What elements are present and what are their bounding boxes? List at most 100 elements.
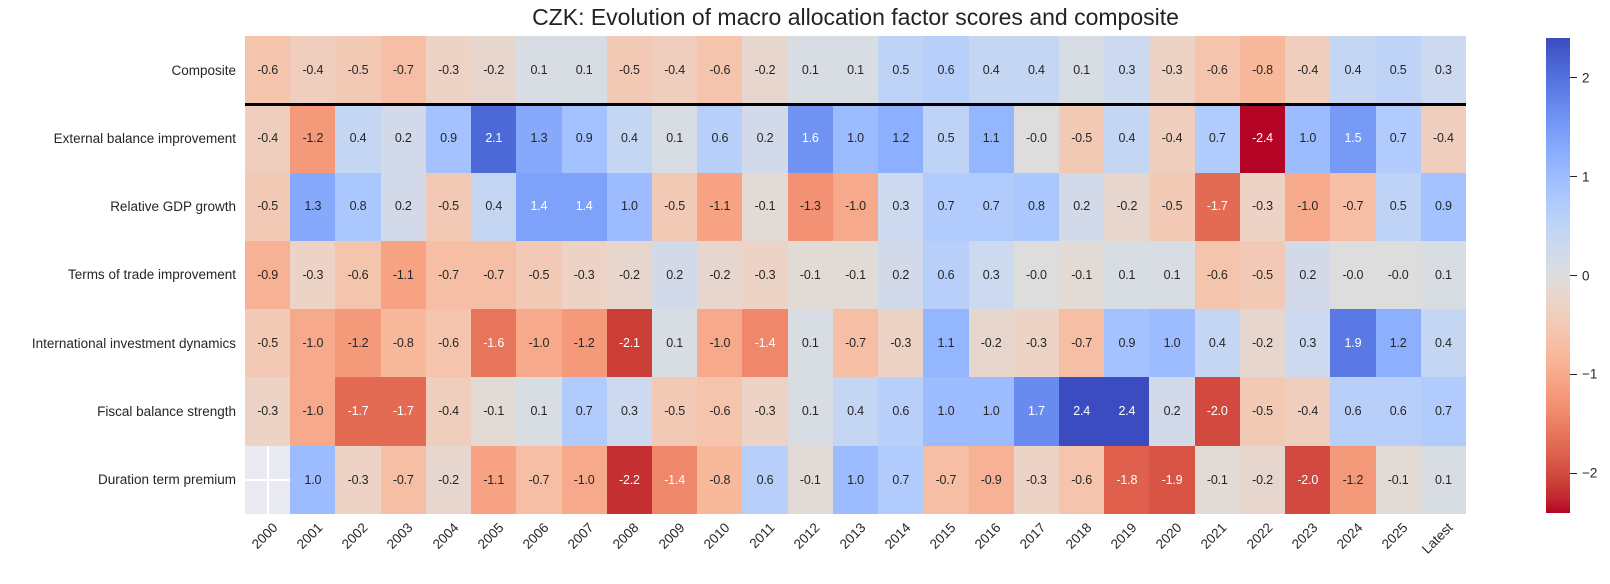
heatmap-cell: -0.3 bbox=[1149, 36, 1195, 105]
heatmap-cell: 0.2 bbox=[651, 240, 698, 310]
x-tick-label: 2007 bbox=[564, 520, 597, 552]
heatmap-cell: -0.1 bbox=[787, 445, 833, 514]
x-tick-label: 2021 bbox=[1198, 520, 1230, 552]
heatmap-cell: 0.4 bbox=[1330, 36, 1376, 105]
heatmap-cell: 2.1 bbox=[471, 104, 517, 173]
heatmap-cell: 1.2 bbox=[878, 104, 924, 173]
x-tick-label: 2006 bbox=[519, 520, 552, 552]
heatmap-cell: 0.7 bbox=[1375, 104, 1421, 173]
heatmap-cell: -1.6 bbox=[471, 309, 517, 378]
chart-title: CZK: Evolution of macro allocation facto… bbox=[532, 4, 1179, 30]
heatmap-cell: -0.4 bbox=[651, 36, 698, 105]
heatmap-cell: -1.7 bbox=[1194, 172, 1240, 241]
heatmap-cell: -0.3 bbox=[335, 445, 381, 514]
heatmap-cell: -0.5 bbox=[1239, 240, 1286, 310]
heatmap-cell: 0.9 bbox=[561, 104, 607, 173]
heatmap-cell: -0.9 bbox=[245, 240, 291, 310]
heatmap-cell: 0.1 bbox=[787, 377, 833, 446]
x-tick-label: 2019 bbox=[1107, 520, 1140, 552]
heatmap-cell: 0.2 bbox=[878, 240, 924, 310]
heatmap-cell: -0.1 bbox=[1194, 445, 1240, 514]
colorbar-tick-label: −1 bbox=[1582, 366, 1598, 382]
heatmap-cell: 0.4 bbox=[1013, 36, 1059, 105]
colorbar-tick-mark bbox=[1570, 274, 1577, 277]
heatmap-cell: -1.8 bbox=[1104, 445, 1150, 514]
heatmap-cell: 0.4 bbox=[606, 104, 652, 173]
heatmap-cell: -0.5 bbox=[606, 36, 652, 105]
heatmap-cell: -0.4 bbox=[1285, 377, 1331, 446]
heatmap-cell: -0.2 bbox=[425, 445, 472, 514]
heatmap-cell: -0.7 bbox=[380, 36, 426, 105]
x-tick-label: 2016 bbox=[971, 520, 1004, 552]
heatmap-cell: -0.2 bbox=[968, 309, 1014, 378]
heatmap-cell: -1.7 bbox=[335, 377, 381, 446]
colorbar-tick-label: 2 bbox=[1582, 70, 1590, 86]
x-tick-label: 2003 bbox=[384, 520, 416, 552]
colorbar-tick-mark bbox=[1570, 373, 1577, 376]
heatmap-cell: 0.2 bbox=[742, 104, 788, 173]
composite-separator-line bbox=[245, 102, 1466, 106]
heatmap-cell: -0.6 bbox=[335, 240, 381, 310]
heatmap-cell: -2.0 bbox=[1285, 445, 1331, 514]
y-tick-label: Fiscal balance strength bbox=[97, 404, 236, 420]
x-tick-label: 2012 bbox=[791, 520, 823, 552]
heatmap-cell: -0.5 bbox=[1149, 172, 1195, 241]
colorbar-tick-label: 0 bbox=[1582, 268, 1590, 283]
heatmap-cell: 0.7 bbox=[561, 377, 607, 446]
x-tick-label: 2011 bbox=[746, 520, 778, 552]
heatmap-cell: -2.2 bbox=[606, 445, 652, 514]
heatmap-cell bbox=[245, 445, 291, 514]
heatmap-cell: 0.7 bbox=[968, 172, 1014, 241]
heatmap-cell: 0.5 bbox=[878, 36, 924, 105]
heatmap-cell: 0.6 bbox=[923, 240, 969, 310]
heatmap-cell: -0.6 bbox=[1058, 445, 1105, 514]
heatmap-cell: -0.5 bbox=[425, 172, 472, 241]
heatmap-cell: -0.3 bbox=[1239, 172, 1286, 241]
x-tick-label: 2017 bbox=[1017, 520, 1049, 552]
x-tick-label: 2005 bbox=[474, 520, 507, 552]
heatmap-cell: -0.2 bbox=[742, 36, 788, 105]
heatmap-cell: -0.6 bbox=[697, 377, 743, 446]
heatmap-cell: -0.3 bbox=[425, 36, 472, 105]
heatmap-cell: 1.1 bbox=[968, 104, 1014, 173]
heatmap-cell: -0.6 bbox=[1194, 36, 1240, 105]
heatmap-cell: -0.8 bbox=[1239, 36, 1286, 105]
heatmap-cell: -0.5 bbox=[651, 172, 698, 241]
heatmap-cell: 1.5 bbox=[1330, 104, 1376, 173]
heatmap-cell: 0.3 bbox=[878, 172, 924, 241]
x-tick-label: 2013 bbox=[836, 520, 869, 552]
heatmap-cell: -0.4 bbox=[245, 104, 291, 173]
heatmap-cell: 0.3 bbox=[1104, 36, 1150, 105]
heatmap-cell: 0.6 bbox=[878, 377, 924, 446]
x-tick-label: 2018 bbox=[1062, 520, 1095, 552]
heatmap-cell: 0.9 bbox=[425, 104, 472, 173]
heatmap-cell: 0.2 bbox=[1149, 377, 1195, 446]
heatmap-cell: -0.3 bbox=[878, 309, 924, 378]
x-tick-label: 2015 bbox=[926, 520, 959, 552]
heatmap-cell: 0.1 bbox=[787, 309, 833, 378]
heatmap-cell: -0.2 bbox=[697, 240, 743, 310]
heatmap-cell: 0.8 bbox=[335, 172, 381, 241]
heatmap-cell: 0.1 bbox=[1149, 240, 1195, 310]
heatmap-cell: -0.1 bbox=[1058, 240, 1105, 310]
x-tick-label: 2002 bbox=[338, 520, 371, 552]
heatmap-cell: 0.1 bbox=[561, 36, 607, 105]
x-tick-label: 2009 bbox=[655, 520, 688, 552]
heatmap-cell: -0.8 bbox=[697, 445, 743, 514]
heatmap-cell: -1.4 bbox=[742, 309, 788, 378]
heatmap-cell: -1.9 bbox=[1149, 445, 1195, 514]
x-tick-label: 2008 bbox=[610, 520, 642, 552]
heatmap-cell: -1.2 bbox=[561, 309, 607, 378]
heatmap-cell: 0.7 bbox=[923, 172, 969, 241]
heatmap-cell: 2.4 bbox=[1058, 377, 1105, 446]
heatmap-cell: -0.6 bbox=[425, 309, 472, 378]
heatmap-cell: -0.1 bbox=[471, 377, 517, 446]
heatmap-cell: 1.0 bbox=[606, 172, 652, 241]
heatmap-cell: -0.5 bbox=[516, 240, 562, 310]
heatmap-cell: -0.7 bbox=[516, 445, 562, 514]
heatmap-cell: 0.7 bbox=[878, 445, 924, 514]
heatmap-cell: -1.4 bbox=[651, 445, 698, 514]
heatmap-cell: -0.2 bbox=[1104, 172, 1150, 241]
heatmap-cell: -0.5 bbox=[245, 309, 291, 378]
